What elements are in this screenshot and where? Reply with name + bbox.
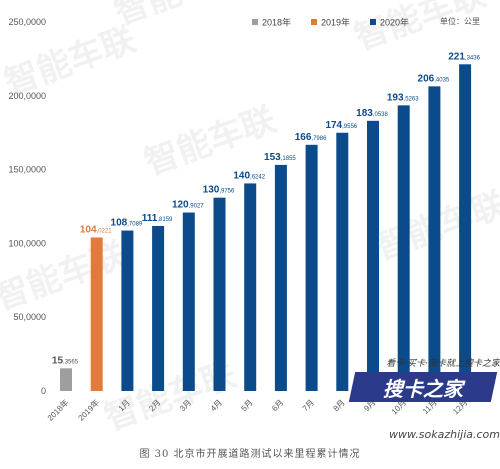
legend-swatch-0 (252, 19, 258, 25)
value-label-main-2: 108 (111, 218, 128, 229)
value-label-main-6: 140 (233, 170, 250, 181)
value-label-sub-13: ,3436 (465, 55, 481, 61)
value-label-main-1: 104 (80, 224, 97, 235)
unit-label: 单位：公里 (440, 16, 480, 26)
value-label-sub-1: ,0221 (97, 228, 113, 234)
value-labels-group: 15,3565104,0221108,7089111,8159120,90271… (52, 51, 481, 366)
value-label-2: 108,7089 (111, 218, 143, 229)
value-label-main-7: 153 (264, 152, 281, 163)
mileage-bar-chart: 智能车联 智能车联 智能车联 智能车联 智能车联 智能车联 智能车联 2018年… (0, 0, 500, 438)
value-label-sub-3: ,8159 (157, 217, 173, 223)
value-label-main-13: 221 (448, 51, 465, 62)
watermark-text-5: 智能车联 (349, 0, 490, 58)
legend-label-1: 2019年 (321, 17, 350, 28)
y-tick-label-1: 50,0000 (13, 312, 46, 322)
bar-3 (152, 225, 165, 391)
y-tick-label-0: 0 (41, 386, 46, 396)
watermark-text-3: 智能车联 (139, 99, 280, 183)
x-tick-label-9: 8月 (332, 398, 347, 413)
y-tick-label-5: 250,0000 (8, 17, 46, 27)
bar-10 (367, 120, 379, 391)
value-label-sub-8: ,7986 (311, 136, 327, 142)
watermark-logo-text: 搜卡之家 (383, 376, 463, 401)
legend-label-2: 2020年 (380, 17, 409, 28)
bar-8 (305, 144, 318, 391)
bar-9 (336, 132, 349, 391)
value-label-9: 174,9556 (325, 120, 357, 131)
value-label-main-10: 183 (356, 108, 373, 119)
value-label-main-8: 166 (295, 132, 312, 143)
bar-1 (90, 237, 103, 391)
value-label-11: 193,5263 (387, 92, 419, 103)
bar-2 (121, 230, 134, 391)
bar-0 (60, 368, 72, 391)
value-label-10: 183,0538 (356, 108, 388, 119)
value-label-main-12: 206 (418, 73, 435, 84)
bar-6 (244, 183, 257, 391)
value-label-main-5: 130 (203, 185, 220, 196)
value-label-sub-9: ,9556 (342, 124, 358, 130)
value-label-13: 221,3436 (448, 51, 480, 62)
value-label-sub-0: ,3565 (63, 359, 79, 365)
x-tick-label-0: 2018年 (45, 397, 70, 422)
bar-13 (459, 64, 472, 391)
bar-5 (213, 197, 226, 391)
value-label-main-11: 193 (387, 92, 404, 103)
value-label-sub-7: ,1855 (281, 156, 297, 162)
value-label-sub-6: ,6242 (250, 174, 266, 180)
value-label-8: 166,7986 (295, 132, 327, 143)
watermark-logo: 搜卡之家 (348, 372, 498, 402)
x-tick-label-1: 2019年 (76, 397, 101, 422)
watermark-text-1: 智能车联 (109, 0, 250, 33)
legend-swatch-2 (370, 19, 376, 25)
watermark-slogan: 看卡·买卡·用卡就上搜卡之家 (386, 359, 500, 369)
bars-group (60, 64, 472, 392)
value-label-sub-4: ,9027 (189, 204, 205, 210)
value-label-sub-11: ,5263 (404, 96, 420, 102)
value-label-3: 111,8159 (142, 213, 173, 224)
y-tick-label-3: 150,0000 (8, 165, 46, 175)
value-label-sub-2: ,7089 (127, 222, 143, 228)
value-label-main-4: 120 (172, 200, 189, 211)
figure-caption: 图 30 北京市开展道路测试以来里程累计情况 (139, 449, 361, 460)
value-label-12: 206,4035 (418, 73, 450, 84)
y-tick-label-4: 200,0000 (8, 91, 46, 101)
bar-4 (182, 212, 195, 391)
value-label-6: 140,6242 (233, 170, 265, 181)
bar-12 (428, 86, 441, 391)
value-label-5: 130,9756 (203, 185, 235, 196)
y-axis: 0 50,0000 100,0000 150,0000 200,0000 250,0000 (8, 17, 46, 396)
y-tick-label-2: 100,0000 (8, 238, 46, 248)
bar-11 (397, 105, 410, 392)
value-label-sub-10: ,0538 (373, 112, 389, 118)
value-label-7: 153,1855 (264, 152, 296, 163)
value-label-main-9: 174 (325, 120, 342, 131)
legend-swatch-1 (311, 19, 317, 25)
value-label-4: 120,9027 (172, 200, 204, 211)
x-tick-label-8: 7月 (301, 398, 316, 413)
value-label-main-0: 15 (52, 355, 64, 366)
x-tick-label-6: 5月 (239, 398, 254, 413)
value-label-sub-12: ,4035 (434, 77, 450, 83)
x-tick-label-7: 6月 (270, 398, 285, 413)
chart-legend: 2018年 2019年 2020年 (252, 17, 409, 28)
bar-7 (274, 164, 287, 391)
legend-label-0: 2018年 (262, 17, 291, 28)
value-label-sub-5: ,9756 (219, 189, 235, 195)
watermark-url: www.sokazhijia.com (389, 428, 500, 441)
value-label-1: 104,0221 (80, 224, 112, 235)
value-label-0: 15,3565 (52, 355, 79, 366)
value-label-main-3: 111 (142, 213, 158, 224)
